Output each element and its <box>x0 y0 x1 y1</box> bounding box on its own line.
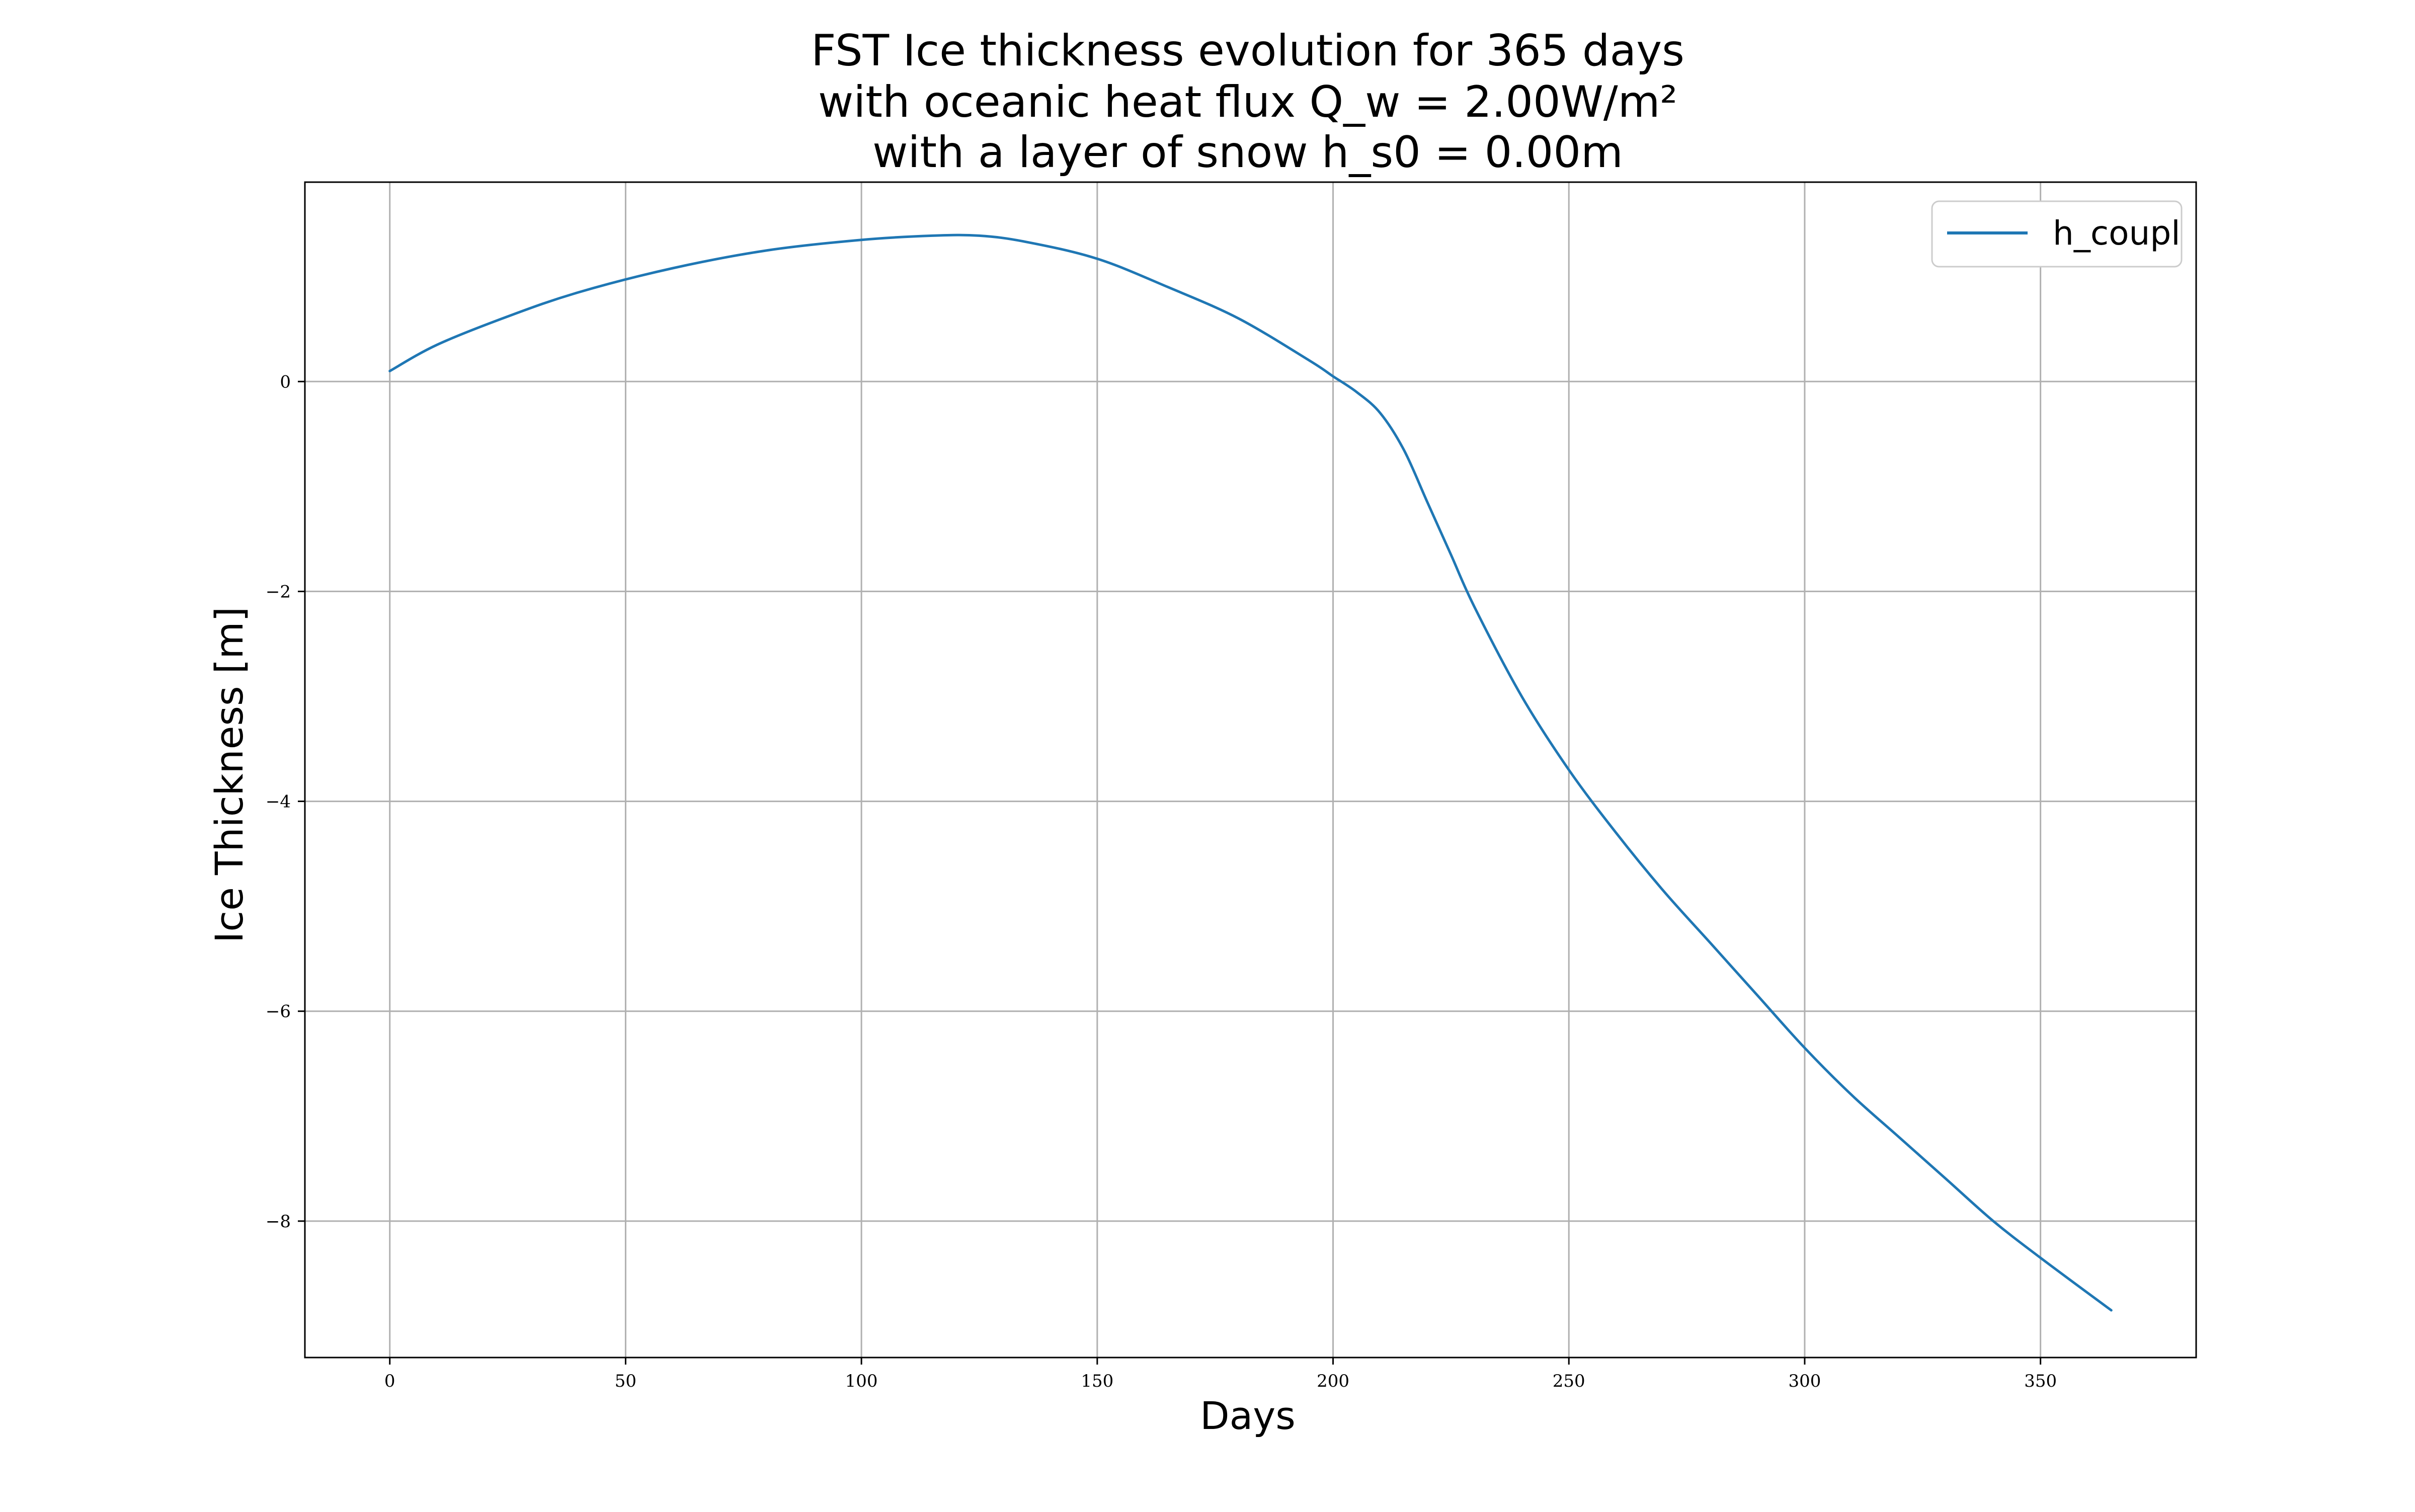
chart-title-line-3: with a layer of snow h_s0 = 0.00m <box>872 127 1623 178</box>
y-tick-label-2: −4 <box>266 792 291 812</box>
x-axis-label: Days <box>1200 1393 1296 1438</box>
x-tick-label-0: 0 <box>384 1371 395 1391</box>
y-tick-label-1: −2 <box>266 582 291 602</box>
series-layer <box>388 233 2113 1312</box>
y-tick-label-4: −8 <box>266 1212 291 1232</box>
x-tick-label-6: 300 <box>1788 1371 1821 1391</box>
legend: h_coupl <box>1931 200 2183 268</box>
x-tick-label-5: 250 <box>1553 1371 1585 1391</box>
legend-label-h-coupl: h_coupl <box>2053 214 2181 253</box>
plot-area-frame <box>304 181 2197 1359</box>
x-tick-label-1: 50 <box>615 1371 636 1391</box>
x-tick-label-3: 150 <box>1081 1371 1113 1391</box>
chart-title-line-1: FST Ice thickness evolution for 365 days <box>811 26 1684 76</box>
x-tick-label-2: 100 <box>845 1371 878 1391</box>
series-line-0 <box>388 233 2113 1312</box>
chart-title-line-2: with oceanic heat flux Q_w = 2.00W/m² <box>818 77 1677 127</box>
y-axis-label: Ice Thickness [m] <box>207 607 252 943</box>
tick-layer: 0 50 100 150 200 250 300 350 0 −2 −4 −6 −8 <box>266 372 2057 1391</box>
y-tick-label-0: 0 <box>280 372 291 392</box>
grid-lines <box>305 182 2196 1358</box>
x-tick-label-4: 200 <box>1317 1371 1349 1391</box>
x-tick-label-7: 350 <box>2024 1371 2057 1391</box>
y-tick-label-3: −6 <box>266 1002 291 1022</box>
legend-box <box>1931 200 2183 268</box>
